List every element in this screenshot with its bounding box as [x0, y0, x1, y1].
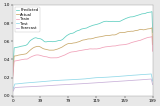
Actual [49, 50, 51, 51]
Actual [151, 27, 153, 29]
Predicted [17, 46, 19, 48]
Predicted [152, 32, 154, 33]
Test [150, 73, 152, 75]
Forecast [12, 91, 14, 92]
Train [17, 60, 19, 61]
Train [151, 36, 153, 37]
Forecast [20, 86, 22, 88]
Line: Predicted: Predicted [13, 12, 153, 72]
Actual [145, 29, 147, 30]
Test [140, 74, 142, 75]
Line: Test: Test [13, 74, 153, 90]
Test [17, 83, 19, 84]
Predicted [49, 41, 51, 42]
Test [38, 81, 40, 83]
Predicted [145, 13, 147, 14]
Forecast [17, 87, 19, 88]
Train [49, 57, 51, 58]
Forecast [145, 79, 147, 80]
Train [38, 54, 40, 56]
Test [145, 74, 147, 75]
Predicted [140, 14, 142, 15]
Train [140, 40, 142, 41]
Actual [12, 75, 14, 77]
Train [145, 38, 147, 39]
Actual [17, 54, 19, 56]
Forecast [38, 86, 40, 87]
Line: Train: Train [13, 37, 153, 78]
Test [20, 83, 22, 84]
Train [152, 51, 154, 52]
Line: Forecast: Forecast [13, 79, 153, 92]
Test [152, 81, 154, 82]
Forecast [152, 84, 154, 85]
Predicted [12, 71, 14, 73]
Predicted [151, 11, 153, 12]
Train [12, 78, 14, 79]
Forecast [49, 85, 51, 86]
Test [49, 80, 51, 82]
Predicted [38, 38, 40, 39]
Forecast [140, 79, 142, 80]
Predicted [20, 46, 22, 47]
Actual [20, 54, 22, 55]
Train [20, 59, 22, 60]
Line: Actual: Actual [13, 28, 153, 76]
Actual [152, 44, 154, 45]
Forecast [150, 78, 152, 80]
Legend: Predicted, Actual, Train, Test, Forecast: Predicted, Actual, Train, Test, Forecast [15, 7, 40, 32]
Test [12, 89, 14, 91]
Actual [38, 46, 40, 47]
Actual [140, 29, 142, 30]
